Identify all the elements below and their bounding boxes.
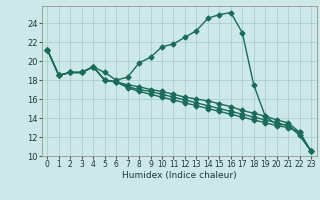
X-axis label: Humidex (Indice chaleur): Humidex (Indice chaleur) (122, 171, 236, 180)
